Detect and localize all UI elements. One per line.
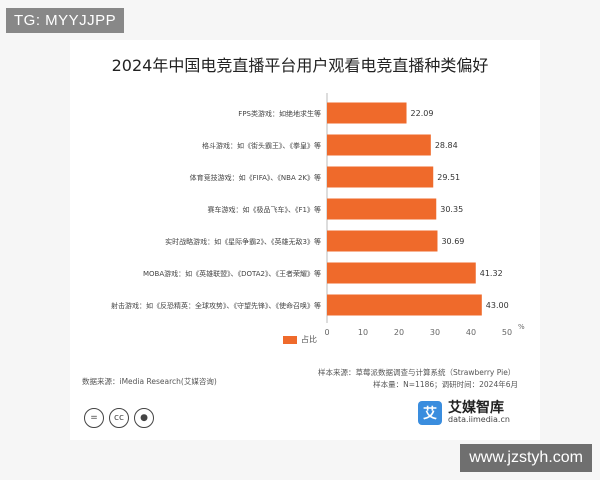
bar (327, 134, 431, 156)
x-tick-label: 0 (324, 328, 329, 337)
x-tick-label: 50 (502, 328, 512, 337)
category-label: 格斗游戏：如《街头霸王》、《拳皇》等 (202, 141, 321, 150)
bar (327, 230, 438, 252)
bar-value-label: 22.09 (411, 109, 434, 118)
bar-value-label: 30.69 (441, 237, 464, 246)
x-unit-label: % (518, 323, 525, 331)
sample-source: 样本来源：草莓派数据调查与计算系统（Strawberry Pie） (318, 368, 516, 377)
watermark-bottom: www.jzstyh.com (460, 444, 592, 472)
category-label: 实时战略游戏：如《星际争霸2》、《英雄无敌3》等 (165, 237, 321, 246)
legend-swatch (283, 335, 297, 344)
person-icon: ● (134, 408, 154, 428)
bar-value-label: 29.51 (437, 173, 460, 182)
chart-legend: 占比 (283, 334, 317, 345)
chart-title: 2024年中国电竞直播平台用户观看电竞直播种类偏好 (111, 56, 489, 75)
x-tick-label: 40 (466, 328, 476, 337)
x-tick-label: 30 (430, 328, 440, 337)
category-label: 体育竞技游戏：如《FIFA》、《NBA 2K》等 (190, 173, 321, 182)
logo-name: 艾媒智库 (448, 400, 504, 416)
category-label: FPS类游戏：如绝地求生等 (238, 109, 321, 118)
logo-mark: 艾 (418, 401, 442, 426)
bar (327, 102, 407, 124)
category-label: MOBA游戏：如《英雄联盟》、《DOTA2》、《王者荣耀》等 (143, 269, 321, 278)
bar-value-label: 43.00 (486, 301, 509, 310)
sample-size: 样本量：N=1186；调研时间：2024年6月 (373, 380, 518, 389)
cc-icon: cc (109, 408, 129, 428)
bar-value-label: 41.32 (480, 269, 503, 278)
brand-logo: 艾 艾媒智库 data.iimedia.cn (418, 400, 510, 426)
license-icons: = cc ● (84, 408, 154, 428)
category-label: 赛车游戏：如《极品飞车》、《F1》等 (208, 205, 321, 214)
data-source: 数据来源：iMedia Research(艾媒咨询) (82, 377, 217, 386)
chart-card (70, 40, 540, 440)
bar-value-label: 28.84 (435, 141, 458, 150)
bar (327, 294, 482, 316)
logo-url: data.iimedia.cn (448, 415, 510, 425)
x-tick-label: 20 (394, 328, 404, 337)
x-tick-label: 10 (358, 328, 368, 337)
equals-icon: = (84, 408, 104, 428)
category-label: 射击游戏：如《反恐精英：全球攻势》、《守望先锋》、《使命召唤》等 (111, 301, 321, 310)
bar (327, 262, 476, 284)
legend-label: 占比 (301, 335, 317, 344)
watermark-top: TG: MYYJJPP (6, 8, 125, 33)
bar (327, 166, 434, 188)
bar (327, 198, 437, 220)
bar-value-label: 30.35 (440, 205, 463, 214)
